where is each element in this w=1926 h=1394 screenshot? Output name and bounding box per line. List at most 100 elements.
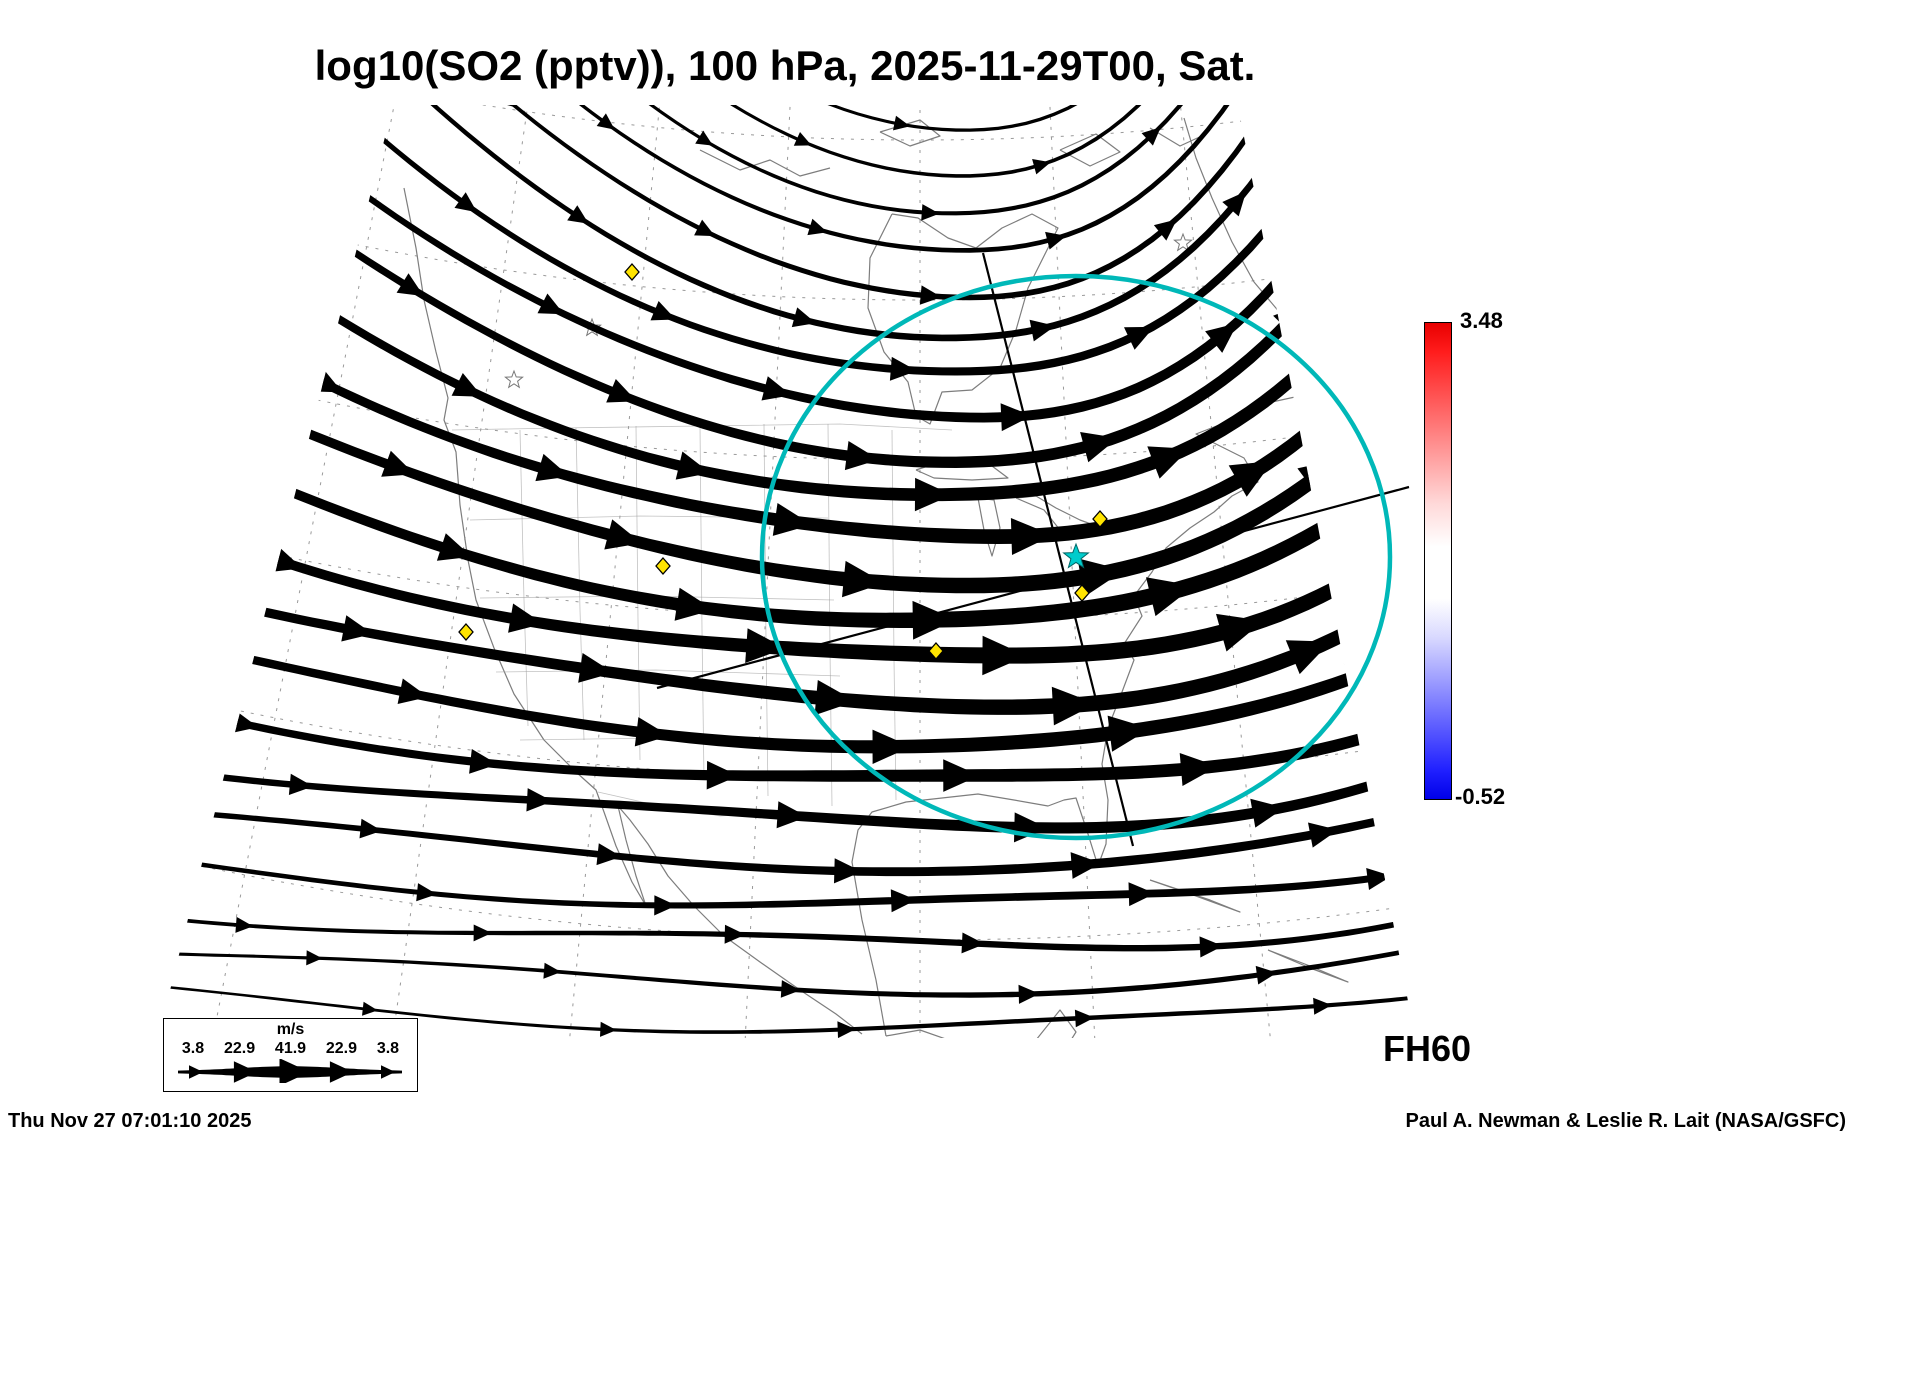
coastline-path xyxy=(999,1009,1077,1038)
colorbar xyxy=(1424,322,1452,800)
wind-speed-legend: m/s 3.8 22.9 41.9 22.9 3.8 xyxy=(163,1018,418,1092)
streamline-arrowhead-icon xyxy=(1228,460,1273,497)
meridian-line xyxy=(367,105,555,1038)
streamline-arrowhead-icon xyxy=(396,273,424,297)
streamline-arrowhead-icon xyxy=(397,678,429,704)
streamline-arrowhead-icon xyxy=(508,603,544,633)
streamline-arrowhead-icon xyxy=(1018,984,1040,1004)
streamline-arrowhead-icon xyxy=(1141,127,1161,146)
streamline xyxy=(158,105,1415,132)
wind-legend-value: 3.8 xyxy=(376,1040,400,1057)
small-star-icon xyxy=(504,369,524,389)
wind-legend-value: 22.9 xyxy=(325,1040,358,1057)
streamline-arrowhead-icon xyxy=(1051,686,1097,726)
streamline-arrowhead-icon xyxy=(961,932,985,954)
streamline-arrowhead-icon xyxy=(634,717,670,747)
meridian-line xyxy=(550,105,677,1038)
streamline-arrowhead-icon xyxy=(706,760,739,790)
streamline-arrowhead-icon xyxy=(567,205,589,224)
streamline-arrowhead-icon xyxy=(982,635,1027,676)
streamline-arrowhead-icon xyxy=(1366,868,1392,890)
legend-arrowhead-icon xyxy=(233,1061,258,1083)
station-diamond-icon xyxy=(624,263,640,281)
streamline-arrowhead-icon xyxy=(761,376,792,401)
streamline-arrowhead-icon xyxy=(327,163,352,186)
streamline-arrowhead-icon xyxy=(745,628,786,663)
station-diamond-icon xyxy=(928,642,944,660)
streamline xyxy=(158,105,1415,216)
streamline-arrowhead-icon xyxy=(791,307,816,328)
streamline-arrowhead-icon xyxy=(1291,162,1316,192)
streamline-arrowhead-icon xyxy=(1077,558,1125,597)
streamline-arrowhead-icon xyxy=(1285,640,1331,675)
streamline-arrowhead-icon xyxy=(1147,446,1190,479)
streamline-arrowhead-icon xyxy=(834,858,862,884)
streamline-arrowhead-icon xyxy=(912,600,957,640)
streamline-arrowhead-icon xyxy=(1199,936,1223,958)
streamline-arrowhead-icon xyxy=(578,653,614,683)
streamline-arrowhead-icon xyxy=(1308,822,1338,848)
streamline-arrowhead-icon xyxy=(288,773,314,795)
streamline-arrowhead-icon xyxy=(695,130,713,146)
streamline-arrowhead-icon xyxy=(436,533,472,561)
streamline-arrowhead-icon xyxy=(674,587,714,621)
streamline-arrowhead-icon xyxy=(921,204,940,221)
streamline-arrowhead-icon xyxy=(694,219,715,237)
streamline-arrowhead-icon xyxy=(416,883,437,902)
border-path xyxy=(575,427,585,741)
generated-timestamp: Thu Nov 27 07:01:10 2025 xyxy=(8,1110,252,1132)
chart-title: log10(SO2 (pptv)), 100 hPa, 2025-11-29T0… xyxy=(314,42,1256,89)
streamline-arrowhead-icon xyxy=(893,115,911,131)
streamline-arrowhead-icon xyxy=(1153,219,1177,241)
streamline-arrowhead-icon xyxy=(889,356,917,381)
coastline-path xyxy=(1059,133,1121,167)
streamline-arrowhead-icon xyxy=(776,801,808,829)
streamline-arrowhead-icon xyxy=(1216,613,1264,652)
streamline-arrowhead-icon xyxy=(381,450,415,477)
streamline-arrowhead-icon xyxy=(807,218,828,236)
streamline-arrowhead-icon xyxy=(1080,432,1118,463)
streamline xyxy=(158,628,1415,754)
streamline xyxy=(158,105,1415,342)
streamline-arrowhead-icon xyxy=(596,113,615,130)
streamline-arrowhead-icon xyxy=(1179,753,1218,786)
streamline-arrowhead-icon xyxy=(535,453,570,482)
parallel-line xyxy=(158,105,1415,941)
streamline-arrowhead-icon xyxy=(451,373,483,397)
streamline-arrowhead-icon xyxy=(1205,323,1238,353)
streamline-arrowhead-icon xyxy=(235,916,254,933)
streamline-arrowhead-icon xyxy=(454,192,477,213)
streamline-arrowhead-icon xyxy=(793,132,812,146)
streamline-arrowhead-icon xyxy=(306,950,323,966)
streamline-arrowhead-icon xyxy=(943,759,980,792)
streamline-arrowhead-icon xyxy=(1124,326,1155,350)
wind-legend-value: 22.9 xyxy=(223,1040,256,1057)
wind-legend-value: 41.9 xyxy=(274,1040,307,1057)
streamline-arrowhead-icon xyxy=(362,1001,378,1016)
forecast-hour-label: FH60 xyxy=(1383,1028,1472,1069)
legend-arrowhead-icon xyxy=(381,1065,396,1079)
streamline-arrowhead-icon xyxy=(1128,882,1155,907)
streamline xyxy=(158,852,1415,909)
coastline-path xyxy=(699,149,831,177)
streamline xyxy=(158,105,1415,468)
wind-legend-arrow xyxy=(178,1059,402,1083)
streamline-arrowhead-icon xyxy=(650,301,676,321)
streamline-arrowhead-icon xyxy=(1029,319,1056,342)
colorbar-min-label: -0.52 xyxy=(1455,784,1506,809)
streamline-arrowhead-icon xyxy=(469,749,498,774)
parallel-line xyxy=(158,105,1415,301)
streamline-arrowhead-icon xyxy=(919,285,942,305)
streamline-arrowhead-icon xyxy=(606,379,637,403)
streamline-arrowhead-icon xyxy=(596,843,622,866)
streamline-arrowhead-icon xyxy=(498,105,517,108)
streamline-arrowhead-icon xyxy=(200,136,227,161)
wind-legend-values: 3.8 22.9 41.9 22.9 3.8 xyxy=(164,1040,417,1058)
station-diamond-icon xyxy=(655,557,671,575)
streamline-arrowhead-icon xyxy=(1255,965,1278,985)
streamline-arrowhead-icon xyxy=(654,895,677,916)
small-star-icon xyxy=(1173,232,1193,252)
streamline-arrowhead-icon xyxy=(1411,276,1415,316)
